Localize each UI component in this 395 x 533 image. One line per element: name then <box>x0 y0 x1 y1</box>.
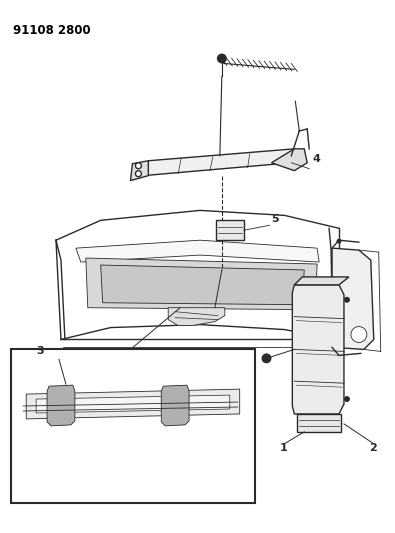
Polygon shape <box>332 248 374 350</box>
Circle shape <box>57 402 65 410</box>
Circle shape <box>171 402 179 410</box>
Circle shape <box>344 297 350 303</box>
Text: 1: 1 <box>279 443 287 453</box>
Circle shape <box>217 53 227 63</box>
Text: 91108 2800: 91108 2800 <box>13 24 91 37</box>
Circle shape <box>351 327 367 343</box>
Circle shape <box>261 353 271 364</box>
Polygon shape <box>36 395 230 413</box>
Circle shape <box>235 414 241 420</box>
Circle shape <box>164 417 170 423</box>
Polygon shape <box>292 285 344 414</box>
Circle shape <box>50 417 56 423</box>
Polygon shape <box>101 265 304 305</box>
Text: 2: 2 <box>369 443 376 453</box>
Polygon shape <box>76 240 319 262</box>
Polygon shape <box>130 161 149 181</box>
Bar <box>11 350 255 503</box>
Polygon shape <box>26 389 240 419</box>
Polygon shape <box>168 308 225 326</box>
Circle shape <box>19 417 27 425</box>
Circle shape <box>135 163 141 168</box>
Text: 4: 4 <box>312 154 320 164</box>
Polygon shape <box>297 414 341 432</box>
Circle shape <box>337 239 342 244</box>
Bar <box>216 220 244 240</box>
Polygon shape <box>47 385 75 426</box>
Text: 5: 5 <box>271 214 279 224</box>
Polygon shape <box>271 149 307 171</box>
Circle shape <box>135 171 141 176</box>
Polygon shape <box>86 258 317 310</box>
Polygon shape <box>143 149 294 176</box>
Text: 3: 3 <box>36 346 44 357</box>
Circle shape <box>337 353 342 358</box>
Polygon shape <box>294 277 349 285</box>
Circle shape <box>344 396 350 402</box>
Polygon shape <box>161 385 189 426</box>
